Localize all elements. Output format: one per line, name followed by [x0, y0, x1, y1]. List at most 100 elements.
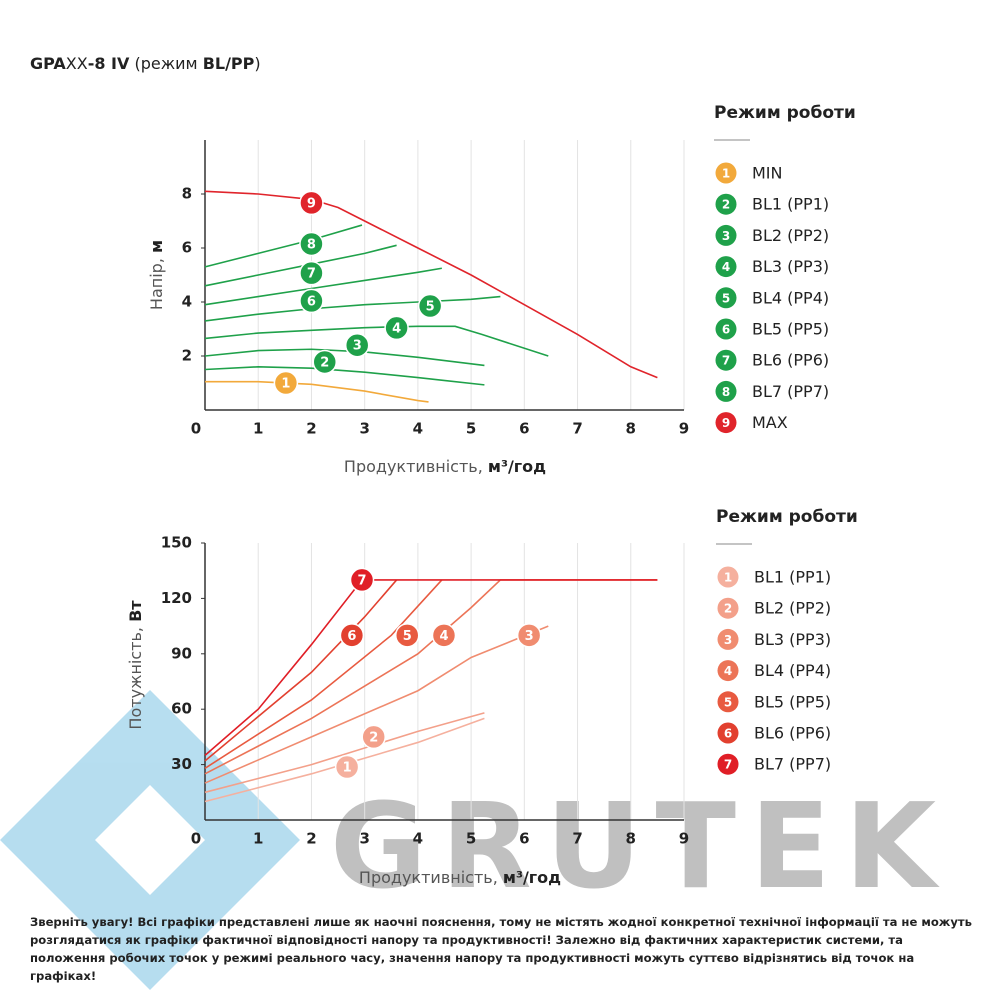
curve — [204, 579, 443, 769]
x-axis-label-part: Продуктивність, — [359, 868, 503, 887]
y-tick-label: 30 — [171, 755, 192, 773]
x-tick-label: 0 — [191, 420, 201, 438]
curve-marker-label: 5 — [426, 300, 435, 315]
x-tick-label: 6 — [519, 830, 529, 848]
x-tick-label: 9 — [679, 420, 689, 438]
curve-marker-label: 1 — [343, 761, 352, 776]
legend-label: BL4 (PP4) — [752, 288, 829, 307]
x-axis-label: Продуктивність, м³/год — [344, 457, 546, 476]
curve — [204, 267, 442, 306]
legend-marker-label: 6 — [724, 727, 732, 741]
legend-label: MAX — [752, 413, 788, 432]
legend-marker-label: 4 — [724, 664, 732, 678]
legend-marker-label: 5 — [724, 695, 732, 709]
curve-marker — [516, 623, 542, 648]
x-tick-label: 8 — [626, 420, 636, 438]
legend-label: BL1 (PP1) — [754, 568, 831, 587]
curve-marker-label: 9 — [307, 196, 316, 211]
curve-marker-label: 6 — [307, 294, 316, 309]
title-part: -8 IV — [87, 54, 130, 73]
title-part: ) — [254, 54, 261, 73]
y-tick-label: 6 — [182, 239, 192, 257]
curve — [204, 190, 658, 379]
curve — [204, 712, 485, 794]
x-tick-label: 1 — [253, 830, 263, 848]
legend-title: Режим роботи — [716, 507, 858, 527]
curve — [204, 348, 485, 367]
legend-label: BL6 (PP6) — [752, 351, 829, 370]
curve-marker — [349, 567, 375, 593]
x-tick-label: 5 — [466, 830, 476, 848]
curve-marker-label: 6 — [347, 629, 356, 644]
legend-marker — [715, 349, 737, 371]
legend-marker-label: 2 — [722, 198, 730, 212]
legend-label: BL3 (PP3) — [752, 257, 829, 276]
x-tick-label: 5 — [466, 420, 476, 438]
legend-marker — [717, 660, 739, 682]
legend-marker — [715, 256, 737, 278]
y-axis-label: Напір, м — [147, 240, 166, 310]
legend-marker — [715, 162, 737, 184]
legend-label: MIN — [752, 164, 783, 183]
curve-marker-label: 2 — [320, 355, 329, 370]
y-tick-label: 60 — [171, 700, 192, 718]
x-tick-label: 2 — [306, 830, 316, 848]
x-tick-label: 4 — [413, 830, 423, 848]
curve — [204, 295, 501, 322]
legend-marker-label: 3 — [724, 633, 732, 647]
curve-marker-label: 7 — [357, 573, 366, 588]
watermark-text: GRUTEK — [330, 777, 950, 915]
legend-label: BL7 (PP7) — [752, 382, 829, 401]
curve-marker — [299, 231, 324, 257]
curve — [204, 625, 549, 784]
curve-marker — [417, 293, 443, 319]
legend-marker — [715, 318, 737, 340]
title-part: BL/PP — [202, 54, 255, 73]
legend-marker-label: 1 — [722, 167, 730, 181]
curve-marker — [334, 754, 360, 780]
legend-marker-label: 1 — [724, 571, 732, 585]
title-part: (режим — [129, 54, 203, 73]
legend-marker — [717, 566, 739, 588]
y-tick-label: 120 — [161, 589, 192, 607]
title: GPAXX-8 IV (режим BL/PP) — [30, 54, 261, 73]
curve-marker — [361, 724, 386, 750]
y-axis-label-part: Вт — [126, 600, 145, 622]
legend-label: BL4 (PP4) — [754, 661, 831, 680]
curve — [204, 579, 658, 756]
curve-marker — [299, 190, 324, 216]
curve-marker-label: 4 — [392, 321, 401, 336]
legend-marker-label: 3 — [722, 229, 730, 243]
curve-marker-label: 4 — [439, 629, 448, 644]
legend-marker-label: 8 — [722, 385, 730, 399]
legend-marker — [715, 287, 737, 309]
curve-marker-label: 3 — [525, 629, 534, 644]
legend-marker-label: 7 — [724, 758, 732, 772]
title-part: GPA — [30, 54, 66, 73]
x-tick-label: 9 — [679, 830, 689, 848]
curve-marker-label: 5 — [403, 629, 412, 644]
legend-marker — [715, 412, 737, 434]
x-axis-label-part: м³/год — [503, 868, 561, 887]
curve-marker-label: 8 — [307, 237, 316, 252]
legend-label: BL2 (PP2) — [752, 226, 829, 245]
curve-marker — [312, 349, 337, 375]
legend-marker-label: 4 — [722, 260, 730, 274]
y-tick-label: 8 — [182, 185, 192, 203]
legend-label: BL1 (PP1) — [752, 195, 829, 214]
y-axis-label-part: Напір, — [147, 253, 166, 310]
x-tick-label: 1 — [253, 420, 263, 438]
legend-label: BL5 (PP5) — [752, 320, 829, 339]
curve-marker-label: 1 — [281, 377, 290, 392]
curve — [204, 579, 398, 762]
title-part: XX — [65, 54, 88, 73]
curve-marker-label: 7 — [307, 267, 316, 282]
legend-label: BL7 (PP7) — [754, 755, 831, 774]
legend-marker — [717, 753, 739, 775]
curve-marker — [384, 315, 409, 341]
legend-marker-label: 2 — [724, 602, 732, 616]
legend-marker-label: 9 — [722, 416, 730, 430]
legend-marker — [717, 722, 739, 744]
